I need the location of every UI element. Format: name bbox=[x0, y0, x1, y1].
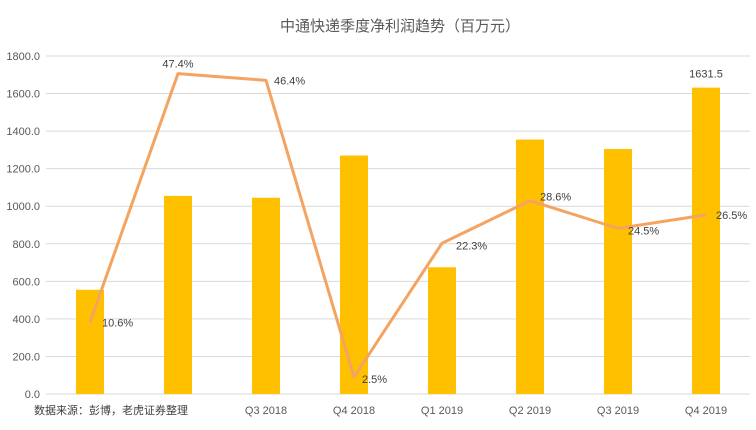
line-data-label: 10.6% bbox=[102, 317, 133, 329]
bar bbox=[604, 148, 632, 394]
bar bbox=[428, 267, 456, 394]
y-tick-label: 200.0 bbox=[12, 351, 40, 363]
x-tick-label: Q2 2019 bbox=[509, 405, 551, 417]
grid-layer: 0.0 200.0 400.0 600.0 800.0 1000.0 1200.0 1400.… bbox=[6, 51, 750, 417]
y-tick-label: 1000.0 bbox=[6, 201, 40, 213]
y-tick-label: 1800.0 bbox=[6, 51, 40, 63]
line-data-label: 28.6% bbox=[540, 192, 571, 204]
y-tick-label: 1400.0 bbox=[6, 126, 40, 138]
label-layer: 10.6% 47.4% 46.4% 2.5% 22.3% 28.6% 24.5% 26.5% 1… bbox=[102, 59, 747, 387]
line-series bbox=[88, 72, 707, 379]
y-tick-label: 400.0 bbox=[12, 314, 40, 326]
x-tick-label: Q3 2018 bbox=[245, 405, 287, 417]
line-data-label: 22.3% bbox=[456, 240, 487, 252]
line-data-label: 47.4% bbox=[162, 59, 193, 71]
bar bbox=[340, 155, 368, 394]
bar-layer bbox=[76, 87, 720, 394]
x-tick-label: Q3 2019 bbox=[597, 405, 639, 417]
bar bbox=[516, 139, 544, 394]
x-tick-label: Q1 2019 bbox=[421, 405, 463, 417]
line-data-label: 26.5% bbox=[716, 210, 747, 222]
bar bbox=[692, 87, 720, 394]
source-note: 数据来源：彭博，老虎证券整理 bbox=[34, 403, 188, 417]
line-data-label: 24.5% bbox=[628, 225, 659, 237]
x-tick-label: Q4 2018 bbox=[333, 405, 375, 417]
line-layer bbox=[88, 72, 707, 379]
bar bbox=[252, 197, 280, 394]
y-tick-label: 800.0 bbox=[12, 239, 40, 251]
y-tick-label: 600.0 bbox=[12, 276, 40, 288]
bar bbox=[164, 195, 192, 394]
line-data-label: 46.4% bbox=[274, 75, 305, 87]
y-tick-label: 1200.0 bbox=[6, 164, 40, 176]
chart-title: 中通快递季度净利润趋势（百万元） bbox=[280, 17, 520, 35]
y-tick-label: 0.0 bbox=[25, 389, 40, 401]
line-data-label: 2.5% bbox=[362, 374, 387, 386]
bar bbox=[76, 289, 104, 394]
x-tick-label: Q4 2019 bbox=[685, 405, 727, 417]
bar-data-label: 1631.5 bbox=[689, 69, 723, 81]
y-tick-label: 1600.0 bbox=[6, 89, 40, 101]
